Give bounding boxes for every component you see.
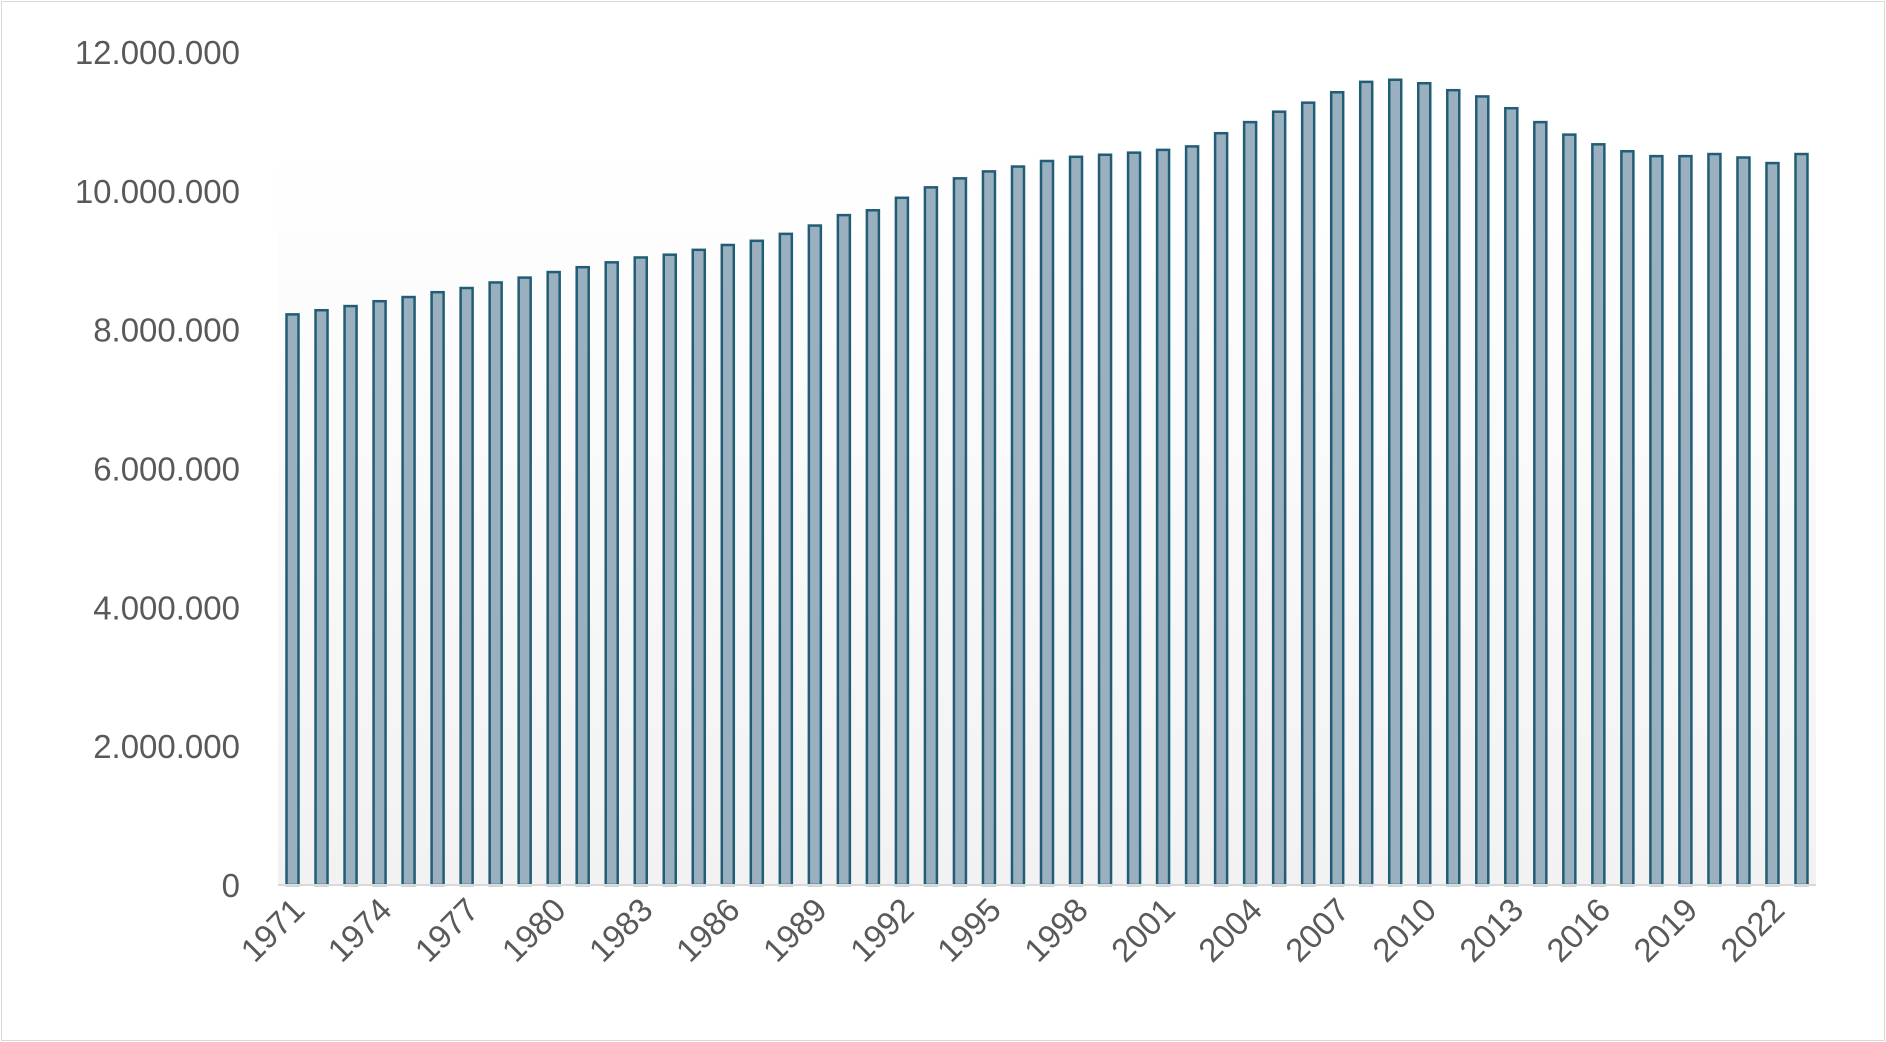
x-tick-label: 1977 bbox=[407, 891, 485, 969]
bar-1976 bbox=[430, 290, 445, 887]
bar-1997 bbox=[1039, 159, 1055, 887]
bar-1998 bbox=[1068, 155, 1084, 887]
bar-1975 bbox=[401, 295, 416, 887]
y-tick-label: 8.000.000 bbox=[93, 312, 240, 349]
bar-2005 bbox=[1271, 110, 1287, 887]
bar-1981 bbox=[575, 265, 590, 887]
bar-1993 bbox=[923, 186, 939, 887]
bar-1979 bbox=[517, 276, 532, 887]
bar-1974 bbox=[372, 299, 387, 887]
bar-2017 bbox=[1620, 150, 1635, 887]
bar-1978 bbox=[488, 281, 503, 887]
bar-1991 bbox=[865, 209, 881, 887]
x-tick-label: 1983 bbox=[582, 891, 660, 969]
bar-1973 bbox=[343, 304, 358, 887]
x-tick-label: 1989 bbox=[756, 891, 834, 969]
bar-1994 bbox=[952, 177, 968, 887]
x-tick-label: 2001 bbox=[1104, 891, 1182, 969]
x-axis-ticks: 1971 1974 1977 1980 1983 1986 1989 1992 1995 1998… bbox=[233, 891, 1791, 969]
bar-1996 bbox=[1010, 165, 1026, 887]
x-tick-label: 2013 bbox=[1452, 891, 1530, 969]
x-tick-label: 2010 bbox=[1365, 891, 1443, 969]
x-tick-label: 2007 bbox=[1278, 891, 1356, 969]
bar-2000 bbox=[1126, 151, 1142, 887]
bar-1983 bbox=[633, 256, 648, 887]
x-tick-label: 1980 bbox=[495, 891, 573, 969]
y-tick-label: 2.000.000 bbox=[93, 728, 240, 765]
x-tick-label: 1998 bbox=[1017, 891, 1095, 969]
bar-1992 bbox=[894, 196, 910, 887]
bar-2007 bbox=[1329, 91, 1345, 887]
x-tick-label: 1971 bbox=[233, 891, 311, 969]
bar-1999 bbox=[1097, 153, 1113, 887]
bar-1971 bbox=[285, 313, 300, 887]
bar-1995 bbox=[981, 170, 997, 887]
bar-2019 bbox=[1678, 154, 1693, 887]
bar-2001 bbox=[1155, 148, 1171, 887]
bar-2013 bbox=[1504, 106, 1519, 887]
bar-2020 bbox=[1707, 152, 1722, 887]
bar-1989 bbox=[807, 224, 823, 887]
x-tick-label: 1974 bbox=[320, 891, 398, 969]
bar-1990 bbox=[836, 213, 852, 887]
y-tick-label: 4.000.000 bbox=[93, 589, 240, 626]
x-tick-label: 2016 bbox=[1539, 891, 1617, 969]
bar-2014 bbox=[1533, 120, 1548, 887]
y-tick-label: 10.000.000 bbox=[75, 173, 240, 210]
bar-2009 bbox=[1387, 78, 1403, 887]
bar-1986 bbox=[720, 243, 736, 887]
x-tick-label: 2022 bbox=[1713, 891, 1791, 969]
x-tick-label: 2004 bbox=[1191, 891, 1269, 969]
x-tick-label: 1995 bbox=[930, 891, 1008, 969]
bar-1987 bbox=[749, 239, 765, 887]
bar-2010 bbox=[1417, 81, 1432, 887]
bar-1988 bbox=[778, 232, 794, 887]
bar-2018 bbox=[1649, 154, 1664, 887]
bar-2011 bbox=[1446, 88, 1461, 887]
y-tick-label: 0 bbox=[222, 867, 240, 904]
y-tick-label: 6.000.000 bbox=[93, 451, 240, 488]
bar-1982 bbox=[604, 261, 619, 887]
y-axis-ticks: 0 2.000.000 4.000.000 6.000.000 8.000.000 10.… bbox=[75, 34, 240, 904]
bar-2006 bbox=[1300, 101, 1316, 887]
bar-1977 bbox=[459, 286, 474, 887]
bar-2023 bbox=[1794, 152, 1809, 887]
y-tick-label: 12.000.000 bbox=[75, 34, 240, 71]
bar-2015 bbox=[1562, 133, 1577, 887]
bar-2002 bbox=[1184, 145, 1200, 887]
bar-1984 bbox=[662, 253, 677, 887]
bar-2003 bbox=[1213, 131, 1229, 887]
bar-1985 bbox=[691, 248, 707, 887]
x-tick-label: 1986 bbox=[669, 891, 747, 969]
bar-1980 bbox=[546, 270, 561, 887]
bar-2016 bbox=[1591, 143, 1606, 887]
x-tick-label: 1992 bbox=[843, 891, 921, 969]
bar-2004 bbox=[1242, 120, 1258, 887]
bar-2022 bbox=[1765, 161, 1780, 887]
bar-2008 bbox=[1358, 80, 1374, 887]
bar-2012 bbox=[1475, 95, 1490, 887]
x-tick-label: 2019 bbox=[1626, 891, 1704, 969]
bar-2021 bbox=[1736, 156, 1751, 887]
bar-1972 bbox=[314, 308, 329, 887]
